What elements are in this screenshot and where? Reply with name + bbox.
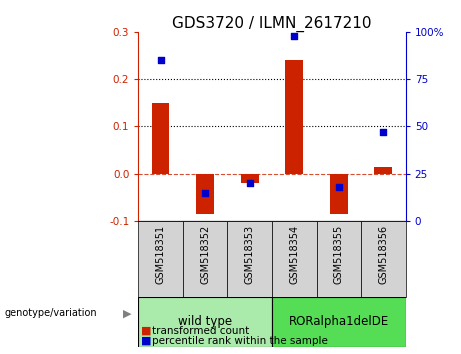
Point (201, 190, 209, 195)
Point (157, 57, 164, 63)
Bar (152, 103, 170, 174)
Text: wild type: wild type (178, 315, 232, 328)
Point (335, 184, 343, 190)
Text: genotype/variation: genotype/variation (5, 308, 97, 318)
Text: ■: ■ (141, 336, 151, 346)
Text: ■: ■ (141, 326, 151, 336)
Bar (138, 297, 272, 347)
Point (380, 129, 387, 135)
Bar (183, 221, 227, 297)
Text: RORalpha1delDE: RORalpha1delDE (289, 315, 389, 328)
Text: percentile rank within the sample: percentile rank within the sample (152, 336, 328, 346)
Bar (272, 297, 406, 347)
Bar (330, 174, 348, 214)
Text: GSM518356: GSM518356 (378, 225, 389, 284)
Text: GSM518351: GSM518351 (155, 225, 165, 284)
Text: GSM518354: GSM518354 (289, 225, 299, 284)
Bar (361, 221, 406, 297)
Point (246, 180, 254, 186)
Text: GSM518353: GSM518353 (245, 225, 255, 284)
Bar (374, 166, 392, 174)
Bar (317, 221, 361, 297)
Text: GSM518352: GSM518352 (200, 225, 210, 284)
Title: GDS3720 / ILMN_2617210: GDS3720 / ILMN_2617210 (172, 16, 372, 32)
Bar (272, 221, 317, 297)
Text: ▶: ▶ (123, 308, 131, 318)
Bar (196, 174, 214, 214)
Bar (138, 221, 183, 297)
Point (290, 33, 298, 39)
Text: GSM518355: GSM518355 (334, 225, 344, 284)
Text: transformed count: transformed count (152, 326, 249, 336)
Bar (227, 221, 272, 297)
Bar (285, 60, 303, 174)
Bar (241, 174, 259, 183)
